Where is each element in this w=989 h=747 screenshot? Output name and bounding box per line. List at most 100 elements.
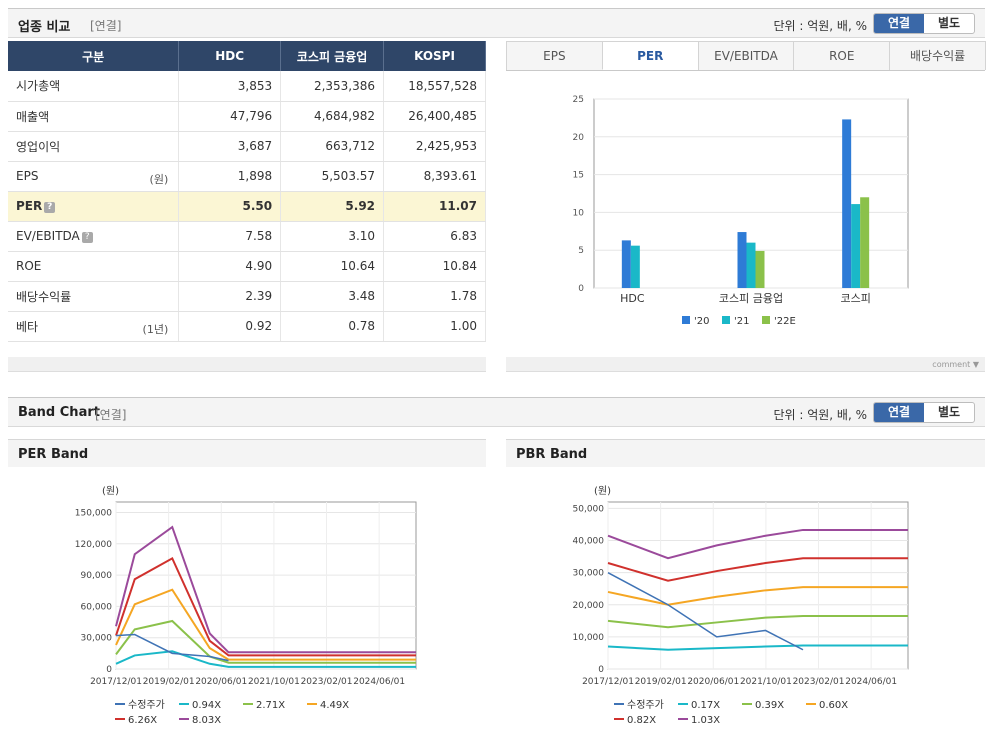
legend-label: 2.71X [256, 700, 285, 711]
separate-button[interactable]: 별도 [937, 405, 961, 419]
consolidated-toggle[interactable]: 연결 별도 [873, 402, 975, 423]
separate-button[interactable]: 별도 [937, 16, 961, 30]
band-line [607, 528, 908, 560]
y-tick-label: 10 [573, 208, 585, 218]
row-label-cell: 배당수익률 [8, 281, 180, 312]
consolidated-button[interactable]: 연결 [874, 403, 924, 422]
x-tick-label: 코스피 [840, 292, 870, 305]
consolidated-button[interactable]: 연결 [874, 14, 924, 33]
bar [842, 119, 852, 288]
legend-label: '21 [734, 316, 749, 327]
band-line [607, 557, 908, 582]
consolidated-toggle[interactable]: 연결 별도 [873, 13, 975, 34]
per-bar-chart: 0 5 10 15 20 25 HDC 코스피 금융업 코스피 '20 '21 '22E [573, 95, 909, 327]
x-tick-label: 2021/10/01 [740, 677, 792, 687]
table-cell: 1.00 [383, 311, 486, 342]
legend-swatch [682, 316, 690, 324]
table-row: 베타 (1년) 0.92 0.78 1.00 [8, 311, 486, 342]
x-tick-label: 2023/02/01 [301, 677, 353, 687]
x-tick-label: 2017/12/01 [90, 677, 142, 687]
y-tick-label: 150,000 [75, 508, 112, 518]
table-cell: 4.90 [178, 251, 282, 282]
legend-label: '22E [774, 316, 796, 327]
table-row: 배당수익률 2.39 3.48 1.78 [8, 281, 486, 312]
x-tick-label: 2021/10/01 [248, 677, 300, 687]
x-tick-label: 2017/12/01 [582, 677, 634, 687]
tab-dividend-yield[interactable]: 배당수익률 [889, 41, 986, 70]
legend-label: 1.03X [691, 715, 720, 726]
tab-ev-ebitda[interactable]: EV/EBITDA [697, 41, 795, 70]
row-unit-note: (원) [149, 172, 169, 186]
table-row: EV/EBITDA? 7.58 3.10 6.83 [8, 221, 486, 252]
row-label-cell: EV/EBITDA? [8, 221, 180, 252]
table-row: EPS (원) 1,898 5,503.57 8,393.61 [8, 161, 486, 192]
bar [630, 245, 640, 288]
legend-swatch [722, 316, 730, 324]
y-tick-label: 0 [106, 665, 112, 675]
tab-eps[interactable]: EPS [506, 41, 603, 70]
x-tick-label: 2023/02/01 [793, 677, 845, 687]
y-tick-label: 60,000 [81, 602, 113, 612]
table-cell: 10.84 [383, 251, 486, 282]
per-band-chart: (원) 0 30,000 60,000 90,000 120,000 150,000 2017… [75, 485, 417, 726]
table-row: 시가총액 3,853 2,353,386 18,557,528 [8, 71, 486, 102]
table-cell: 0.78 [280, 311, 385, 342]
row-label: EV/EBITDA [16, 229, 80, 243]
col-header: 코스피 금융업 [280, 41, 385, 71]
comment-toggle[interactable]: comment ▼ [506, 357, 985, 372]
table-cell: 3.48 [280, 281, 385, 312]
x-tick-label: 코스피 금융업 [719, 292, 783, 305]
y-tick-label: 0 [578, 284, 584, 294]
bar [621, 240, 631, 288]
col-header: HDC [178, 41, 282, 71]
table-row: 영업이익 3,687 663,712 2,425,953 [8, 131, 486, 162]
table-cell: 0.92 [178, 311, 282, 342]
legend-label: 0.17X [691, 700, 720, 711]
band-chart-header: Band Chart [연결] 단위 : 억원, 배, % 연결 별도 [8, 397, 985, 427]
table-row: 매출액 47,796 4,684,982 26,400,485 [8, 101, 486, 132]
band-line [115, 525, 416, 654]
bar [860, 197, 870, 288]
help-icon[interactable]: ? [44, 202, 56, 213]
table-cell: 5.50 [178, 191, 282, 222]
bar [737, 232, 747, 288]
legend-label: 수정주가 [128, 699, 165, 711]
table-cell: 7.58 [178, 221, 282, 252]
legend-label: 4.49X [320, 700, 349, 711]
band-line [115, 650, 416, 668]
bar [746, 242, 756, 288]
y-tick-label: 40,000 [573, 537, 605, 547]
legend-label: 6.26X [128, 715, 157, 726]
legend-label: '20 [694, 316, 709, 327]
tab-roe[interactable]: ROE [793, 41, 891, 70]
row-label: 시가총액 [16, 79, 61, 94]
unit-label: 단위 : 억원, 배, % [773, 19, 867, 33]
unit-label: 단위 : 억원, 배, % [773, 408, 867, 422]
table-cell: 6.83 [383, 221, 486, 252]
table-cell: 3,687 [178, 131, 282, 162]
band-line [607, 615, 908, 629]
legend-label: 0.60X [819, 700, 848, 711]
table-cell: 4,684,982 [280, 101, 385, 132]
plot-area [115, 501, 417, 670]
tab-per[interactable]: PER [601, 41, 699, 70]
table-cell: 10.64 [280, 251, 385, 282]
legend-swatch [762, 316, 770, 324]
row-label: EPS [16, 169, 39, 183]
y-tick-label: 5 [578, 246, 584, 256]
row-label: ROE [16, 259, 42, 273]
pbr-band-chart: (원) 0 10,000 20,000 30,000 40,000 50,000 2017/1… [573, 485, 909, 726]
legend-label: 수정주가 [627, 699, 664, 711]
metric-tabs: EPS PER EV/EBITDA ROE 배당수익률 [506, 41, 986, 71]
y-tick-label: 30,000 [81, 634, 113, 644]
help-icon[interactable]: ? [81, 232, 93, 243]
pbr-band-title: PBR Band [516, 447, 588, 462]
band-line [607, 644, 908, 651]
row-label: 매출액 [16, 109, 50, 124]
row-unit-note: (1년) [142, 322, 169, 336]
bar [755, 250, 765, 288]
band-line [607, 586, 908, 606]
row-label-cell: 영업이익 [8, 131, 180, 162]
table-cell: 3,853 [178, 71, 282, 102]
table-cell: 663,712 [280, 131, 385, 162]
